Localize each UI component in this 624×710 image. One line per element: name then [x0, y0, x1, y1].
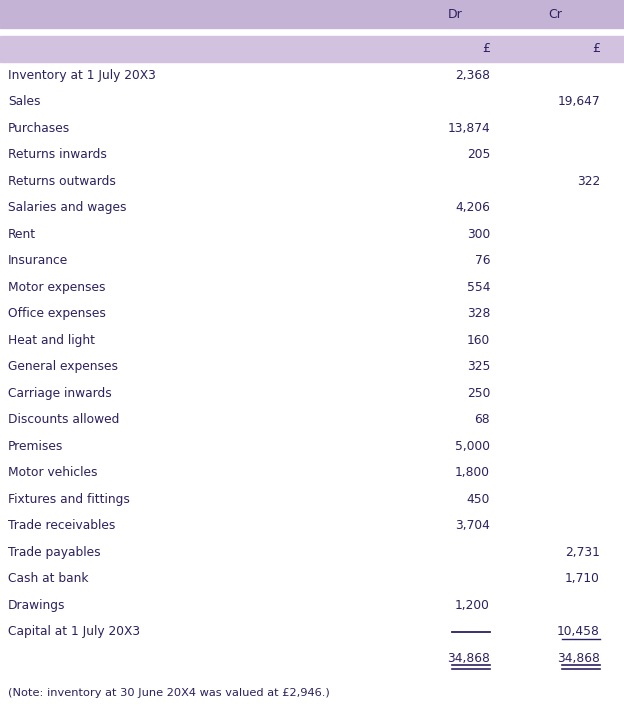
Text: (Note: inventory at 30 June 20X4 was valued at £2,946.): (Note: inventory at 30 June 20X4 was val…: [8, 688, 329, 698]
Text: Drawings: Drawings: [8, 599, 66, 612]
Text: Discounts allowed: Discounts allowed: [8, 413, 119, 426]
Text: 1,710: 1,710: [565, 572, 600, 585]
Text: Fixtures and fittings: Fixtures and fittings: [8, 493, 130, 506]
Text: 1,800: 1,800: [455, 466, 490, 479]
Text: Premises: Premises: [8, 439, 64, 453]
Text: 5,000: 5,000: [455, 439, 490, 453]
Text: 450: 450: [467, 493, 490, 506]
Text: Heat and light: Heat and light: [8, 334, 95, 346]
Text: Salaries and wages: Salaries and wages: [8, 201, 127, 214]
Text: 2,731: 2,731: [565, 546, 600, 559]
Text: Rent: Rent: [8, 228, 36, 241]
Text: Cr: Cr: [548, 8, 562, 21]
Text: Purchases: Purchases: [8, 121, 71, 135]
Text: 10,458: 10,458: [557, 626, 600, 638]
Text: Inventory at 1 July 20X3: Inventory at 1 July 20X3: [8, 69, 156, 82]
Bar: [0, 0, 624, 28]
Text: 1,200: 1,200: [455, 599, 490, 612]
Text: Carriage inwards: Carriage inwards: [8, 387, 112, 400]
Text: Insurance: Insurance: [8, 254, 68, 267]
Text: 322: 322: [577, 175, 600, 187]
Text: 250: 250: [467, 387, 490, 400]
Text: 205: 205: [467, 148, 490, 161]
Text: Trade receivables: Trade receivables: [8, 519, 115, 532]
Text: 34,868: 34,868: [447, 652, 490, 665]
Text: 4,206: 4,206: [455, 201, 490, 214]
Text: Sales: Sales: [8, 95, 41, 108]
Text: 554: 554: [467, 280, 490, 294]
Text: 325: 325: [467, 360, 490, 373]
Bar: [0, 36, 624, 62]
Text: Returns outwards: Returns outwards: [8, 175, 116, 187]
Text: £: £: [482, 43, 490, 55]
Text: Trade payables: Trade payables: [8, 546, 100, 559]
Text: 34,868: 34,868: [557, 652, 600, 665]
Text: Motor vehicles: Motor vehicles: [8, 466, 97, 479]
Text: £: £: [592, 43, 600, 55]
Text: 160: 160: [467, 334, 490, 346]
Text: 300: 300: [467, 228, 490, 241]
Text: 19,647: 19,647: [557, 95, 600, 108]
Text: 68: 68: [474, 413, 490, 426]
Text: Dr: Dr: [447, 8, 462, 21]
Text: Returns inwards: Returns inwards: [8, 148, 107, 161]
Text: General expenses: General expenses: [8, 360, 118, 373]
Text: 76: 76: [474, 254, 490, 267]
Text: Cash at bank: Cash at bank: [8, 572, 89, 585]
Text: Office expenses: Office expenses: [8, 307, 106, 320]
Text: 3,704: 3,704: [455, 519, 490, 532]
Text: 13,874: 13,874: [447, 121, 490, 135]
Text: Capital at 1 July 20X3: Capital at 1 July 20X3: [8, 626, 140, 638]
Text: Motor expenses: Motor expenses: [8, 280, 105, 294]
Text: 328: 328: [467, 307, 490, 320]
Text: 2,368: 2,368: [455, 69, 490, 82]
